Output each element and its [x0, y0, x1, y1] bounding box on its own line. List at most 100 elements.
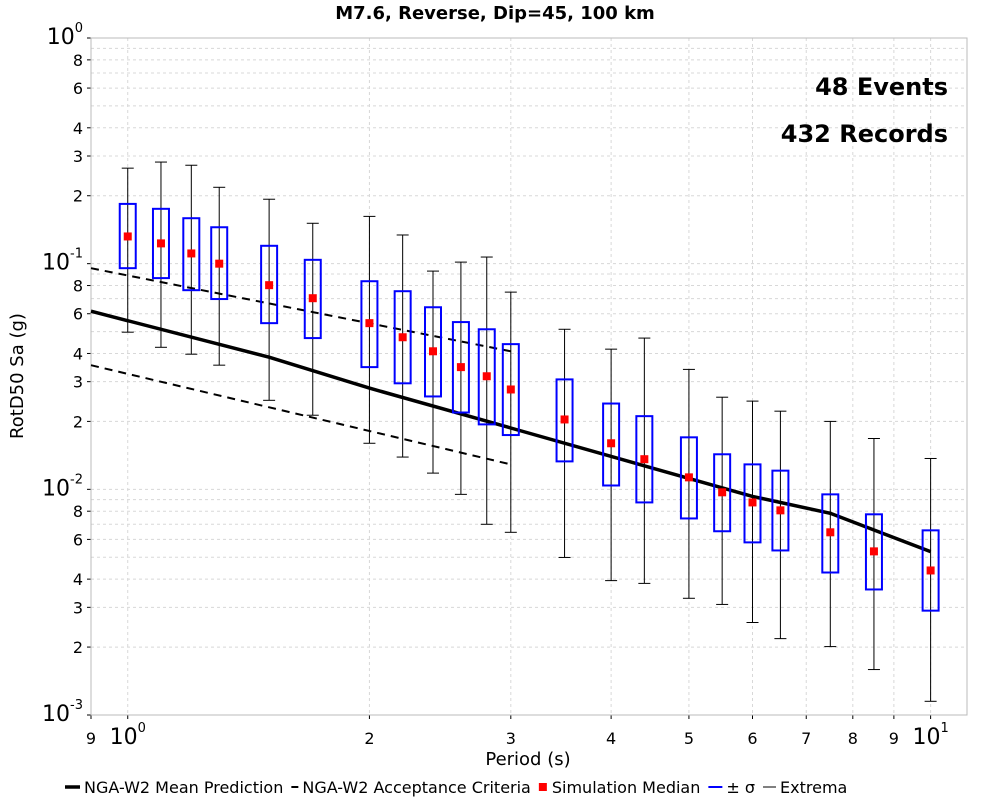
- tick-label: 6: [747, 729, 757, 748]
- tick-label-base: 4: [73, 344, 83, 363]
- tick-label: 8: [73, 51, 83, 70]
- tick-label: 5: [684, 729, 694, 748]
- median-marker: [718, 488, 727, 497]
- tick-label: 4: [73, 344, 83, 363]
- sigma-box: [743, 463, 762, 544]
- tick-label: 8: [73, 502, 83, 521]
- median-marker: [482, 372, 491, 381]
- sigma-box: [423, 306, 442, 398]
- sigma-box: [679, 436, 698, 520]
- tick-label-base: 2: [73, 187, 83, 206]
- median-marker: [506, 385, 515, 394]
- tick-label-base: 10: [42, 251, 70, 276]
- sigma-box: [118, 202, 137, 270]
- sigma-box: [393, 290, 412, 385]
- median-marker: [607, 439, 616, 448]
- sigma-box: [451, 321, 470, 414]
- tick-label-exponent: 0: [75, 21, 83, 36]
- tick-label-base: 6: [73, 305, 83, 324]
- tick-label-base: 8: [73, 502, 83, 521]
- sigma-box: [477, 328, 496, 426]
- chart-title: M7.6, Reverse, Dip=45, 100 km: [335, 3, 655, 24]
- tick-label-base: 9: [86, 729, 96, 748]
- legend-label: NGA-W2 Mean Prediction: [84, 778, 283, 797]
- median-marker: [187, 249, 196, 258]
- tick-label: 2: [73, 412, 83, 431]
- legend-label: NGA-W2 Acceptance Criteria: [302, 778, 531, 797]
- tick-label-base: 4: [73, 119, 83, 138]
- median-marker: [398, 333, 407, 342]
- tick-label: 4: [73, 570, 83, 589]
- sigma-box: [151, 207, 170, 280]
- tick-label: 3: [73, 147, 83, 166]
- sigma-box: [713, 453, 732, 533]
- median-marker: [456, 363, 465, 372]
- tick-label: 8: [848, 729, 858, 748]
- sigma-box: [602, 402, 621, 487]
- sigma-box: [555, 378, 574, 463]
- tick-label-exponent: -3: [70, 698, 83, 713]
- tick-label-base: 3: [73, 147, 83, 166]
- annotation: 48 Events: [815, 73, 948, 101]
- sigma-box: [921, 529, 940, 612]
- tick-label-base: 2: [73, 638, 83, 657]
- median-marker: [640, 455, 649, 464]
- tick-label: 6: [73, 530, 83, 549]
- median-marker: [560, 415, 569, 424]
- tick-label-base: 10: [110, 725, 138, 750]
- median-marker: [428, 347, 437, 356]
- sigma-box: [821, 493, 840, 574]
- tick-label: 3: [73, 373, 83, 392]
- tick-label: 2: [364, 729, 374, 748]
- median-marker: [123, 232, 132, 241]
- plot-area: [87, 37, 968, 719]
- tick-label-base: 4: [73, 570, 83, 589]
- sigma-box: [360, 280, 379, 369]
- tick-label-base: 3: [73, 598, 83, 617]
- tick-label: 8: [73, 277, 83, 296]
- median-marker: [826, 528, 835, 537]
- sigma-box: [210, 226, 229, 301]
- tick-label-exponent: -1: [70, 247, 83, 262]
- annotation: 432 Records: [781, 120, 948, 148]
- sigma-box: [260, 244, 279, 325]
- tick-label-base: 8: [73, 277, 83, 296]
- tick-label-base: 6: [73, 530, 83, 549]
- tick-label: 6: [73, 305, 83, 324]
- tick-label: 2: [73, 638, 83, 657]
- tick-label: 4: [73, 119, 83, 138]
- tick-label: 4: [606, 729, 616, 748]
- legend-swatch: [538, 783, 547, 791]
- tick-label-base: 8: [73, 51, 83, 70]
- tick-label: 9: [86, 729, 96, 748]
- legend-label: Extrema: [780, 778, 847, 797]
- sigma-box: [182, 217, 201, 292]
- median-marker: [869, 547, 878, 556]
- tick-label-base: 3: [73, 373, 83, 392]
- median-marker: [926, 566, 935, 575]
- tick-label: 2: [73, 187, 83, 206]
- tick-label: 3: [506, 729, 516, 748]
- sigma-box: [501, 343, 520, 437]
- tick-label-base: 10: [42, 476, 70, 501]
- tick-label: 101: [912, 721, 948, 750]
- sigma-box: [771, 469, 790, 552]
- tick-label-base: 10: [47, 25, 75, 50]
- tick-label: 100: [47, 21, 83, 50]
- plot-frame: [90, 37, 968, 716]
- median-marker: [748, 498, 757, 507]
- median-marker: [365, 319, 374, 328]
- median-marker: [156, 239, 165, 248]
- tick-label: 10-3: [42, 698, 83, 727]
- tick-label-base: 10: [912, 725, 940, 750]
- legend-label: Simulation Median: [552, 778, 701, 797]
- tick-label-exponent: -2: [70, 472, 83, 487]
- tick-label: 6: [73, 79, 83, 98]
- median-marker: [265, 281, 274, 290]
- tick-label: 100: [110, 721, 146, 750]
- tick-label: 7: [801, 729, 811, 748]
- tick-label: 10-1: [42, 247, 83, 276]
- median-marker: [215, 259, 224, 268]
